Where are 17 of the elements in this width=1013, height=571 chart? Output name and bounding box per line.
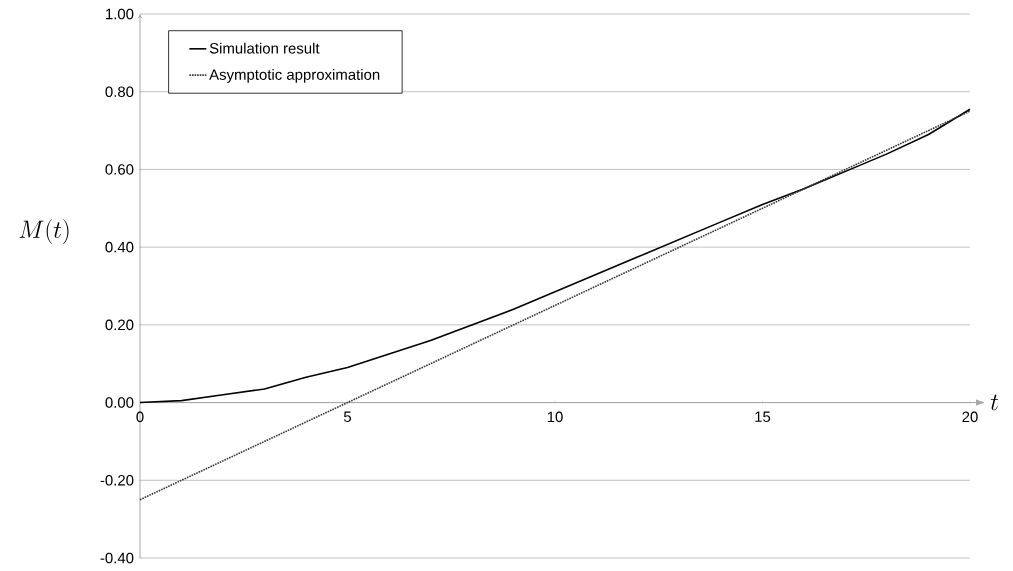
y-tick-label: 1.00 bbox=[106, 8, 134, 20]
x-tick-label: 10 bbox=[547, 411, 563, 423]
x-tick-label: 5 bbox=[343, 411, 352, 422]
y-tick-label: 0.40 bbox=[105, 241, 134, 253]
x-tick-label: 20 bbox=[962, 411, 978, 423]
y-tick-label: -0.20 bbox=[100, 474, 134, 486]
x-axis-title: $t$ bbox=[990, 394, 999, 411]
y-tick-label: -0.40 bbox=[100, 552, 134, 564]
y-tick-label: 0.80 bbox=[105, 86, 134, 97]
x-tick-label: 0 bbox=[136, 411, 144, 423]
legend-label: Simulation result bbox=[209, 42, 320, 54]
y-axis-title: $M(t)$ bbox=[19, 219, 69, 244]
y-tick-label: 0.60 bbox=[105, 164, 134, 175]
y-tick-label: 0.20 bbox=[105, 319, 134, 331]
x-tick-label: 15 bbox=[755, 411, 771, 422]
y-tick-label: 0.00 bbox=[105, 397, 134, 408]
legend-label: Asymptotic approximation bbox=[209, 68, 380, 83]
